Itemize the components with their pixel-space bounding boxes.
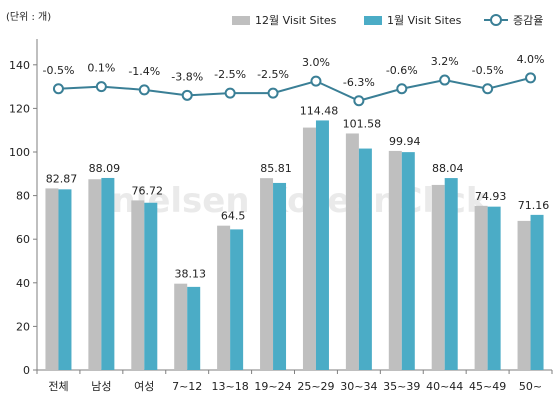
legend-item-change: 증감율 [484, 10, 543, 30]
legend-swatch-dec [232, 15, 250, 25]
change-rate-marker [396, 83, 408, 95]
change-rate-label: -1.4% [128, 65, 160, 78]
x-tick-label: 13~18 [212, 380, 249, 393]
bar-dec [517, 220, 531, 370]
legend-item-dec: 12월 Visit Sites [232, 10, 336, 30]
x-tick-label: 전체 [48, 380, 68, 393]
bar-jan [358, 148, 372, 370]
y-tick-label: 60 [16, 233, 30, 246]
bar-jan [101, 177, 115, 370]
bar-dec [174, 283, 188, 370]
bar-dec [260, 178, 274, 370]
change-rate-label: -0.5% [472, 64, 504, 77]
y-tick-label: 140 [9, 59, 30, 72]
change-rate-marker [181, 89, 193, 101]
bar-dec [388, 150, 402, 370]
bar-jan [230, 229, 244, 370]
bar-jan [315, 120, 329, 371]
y-tick-label: 120 [9, 102, 30, 115]
change-rate-marker [439, 74, 451, 86]
x-tick-label: 40~44 [426, 380, 463, 393]
value-label: 101.58 [343, 117, 382, 130]
bar-dec [345, 133, 359, 370]
x-tick-label: 30~34 [340, 380, 377, 393]
y-tick-label: 0 [23, 364, 30, 377]
legend-label-change: 증감율 [513, 14, 544, 27]
value-label: 88.09 [89, 162, 121, 175]
legend-label-jan: 1월 Visit Sites [387, 14, 462, 27]
bar-jan [401, 152, 415, 370]
change-rate-marker [310, 75, 322, 87]
change-rate-label: -0.6% [386, 64, 418, 77]
value-label: 82.87 [46, 172, 78, 185]
bar-jan [58, 189, 72, 370]
bar-jan [273, 182, 287, 370]
bar-dec [45, 188, 59, 370]
change-rate-marker [52, 83, 64, 95]
legend-label-dec: 12월 Visit Sites [255, 14, 337, 27]
bar-jan [530, 214, 544, 370]
value-label: 114.48 [300, 104, 339, 117]
legend-swatch-change [484, 14, 508, 26]
value-label: 76.72 [132, 184, 164, 197]
value-label: 99.94 [389, 135, 421, 148]
bar-dec [88, 179, 102, 370]
change-rate-label: 0.1% [87, 62, 115, 75]
watermark: nielsen KoreanClick [111, 181, 489, 221]
y-tick-label: 20 [16, 320, 30, 333]
bar-dec [431, 184, 445, 370]
change-rate-label: 3.2% [431, 55, 459, 68]
change-rate-marker [525, 72, 537, 84]
change-rate-label: -6.3% [343, 76, 375, 89]
value-label: 88.04 [432, 162, 464, 175]
bar-dec [217, 225, 231, 370]
x-tick-label: 45~49 [469, 380, 506, 393]
x-tick-label: 35~39 [383, 380, 420, 393]
x-tick-label: 19~24 [254, 380, 291, 393]
change-rate-marker [353, 95, 365, 107]
change-rate-label: 4.0% [517, 53, 545, 66]
bar-jan [487, 206, 501, 370]
change-rate-marker [138, 84, 150, 96]
value-label: 85.81 [260, 162, 292, 175]
change-rate-marker [267, 87, 279, 99]
x-tick-label: 여성 [134, 380, 154, 393]
legend-item-jan: 1월 Visit Sites [364, 10, 461, 30]
x-tick-label: 25~29 [297, 380, 334, 393]
change-rate-marker [482, 83, 494, 95]
change-rate-label: -2.5% [257, 68, 289, 81]
y-tick-label: 40 [16, 277, 30, 290]
bar-jan [144, 202, 158, 370]
change-rate-label: -2.5% [214, 68, 246, 81]
y-tick-label: 100 [9, 146, 30, 159]
value-label: 74.93 [475, 190, 507, 203]
change-rate-label: 3.0% [302, 56, 330, 69]
value-label: 64.5 [221, 210, 246, 223]
change-rate-line [58, 76, 531, 102]
bar-jan [187, 286, 201, 370]
bar-dec [302, 127, 316, 370]
change-rate-label: -3.8% [171, 70, 203, 83]
value-label: 38.13 [174, 268, 206, 281]
bar-dec [131, 200, 145, 370]
x-tick-label: 남성 [91, 380, 111, 393]
change-rate-marker [224, 87, 236, 99]
bar-jan [444, 178, 458, 370]
change-rate-label: -0.5% [42, 64, 74, 77]
legend-swatch-jan [364, 15, 382, 25]
unit-label: (단위 : 개) [6, 12, 52, 23]
y-tick-label: 80 [16, 190, 30, 203]
change-rate-marker [95, 81, 107, 93]
x-tick-label: 50~ [519, 380, 542, 393]
value-label: 71.16 [518, 199, 550, 212]
x-tick-label: 7~12 [172, 380, 202, 393]
bar-dec [474, 205, 488, 370]
